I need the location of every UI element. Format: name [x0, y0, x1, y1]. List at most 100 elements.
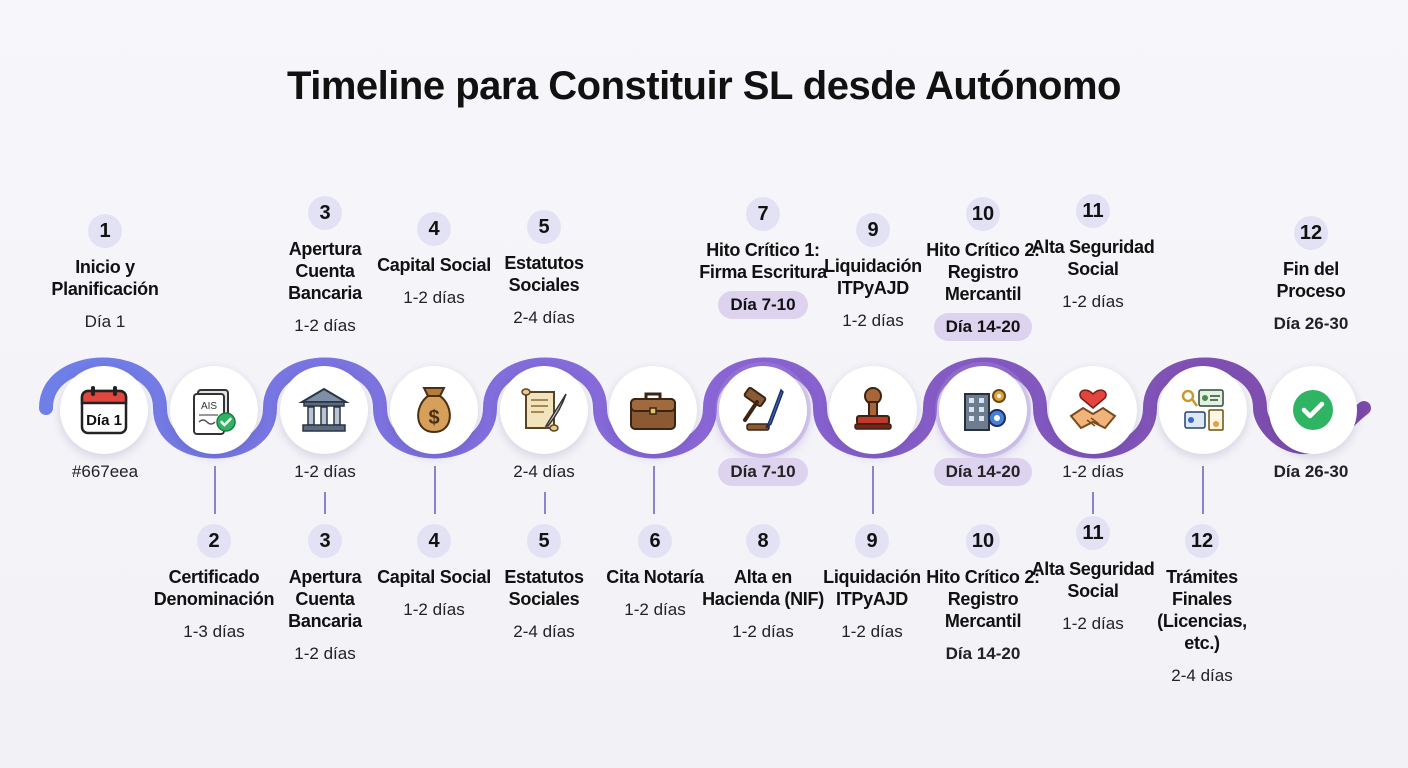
step-number: 12	[1294, 216, 1328, 250]
milestone-badge: Día 7-10	[718, 458, 808, 486]
step-number: 6	[638, 524, 672, 558]
step-duration: 1-2 días	[294, 644, 356, 663]
step-label: Liquidación ITPyAJD	[823, 567, 921, 609]
step-number: 5	[527, 524, 561, 558]
money-bag-icon: $	[390, 366, 478, 454]
step-number: 11	[1076, 516, 1110, 550]
building-gear-icon	[939, 366, 1027, 454]
certificate-icon: AIS	[170, 366, 258, 454]
step-label: Alta Seguridad Social	[1031, 237, 1155, 279]
top-step-12: 12 Fin del Proceso Día 26-30	[1249, 216, 1373, 334]
connector-stem	[214, 466, 216, 514]
step-label: Fin del Proceso	[1276, 259, 1346, 301]
mid-label: Día 26-30	[1273, 462, 1349, 481]
mid-label: #667eea	[71, 462, 139, 481]
stamp-icon	[829, 366, 917, 454]
scroll-quill-icon	[500, 366, 588, 454]
step-number: 10	[966, 524, 1000, 558]
step-duration: 1-2 días	[403, 288, 465, 307]
bottom-step-4: 4 Capital Social 1-2 días	[372, 524, 496, 620]
mid-label: Día 7-10	[701, 458, 825, 486]
milestone-badge: Día 7-10	[718, 291, 808, 319]
bottom-step-5: 5 Estatutos Sociales 2-4 días	[482, 524, 606, 642]
connector-stem	[1202, 466, 1204, 514]
step-label: Liquidación ITPyAJD	[824, 256, 922, 298]
step-number: 3	[308, 524, 342, 558]
svg-text:$: $	[428, 407, 439, 429]
step-duration: Día 1	[84, 312, 126, 331]
step-label: Certificado Denominación	[153, 567, 275, 609]
step-number: 3	[308, 196, 342, 230]
top-step-3: 3 Apertura Cuenta Bancaria 1-2 días	[263, 196, 387, 336]
bottom-step-12: 12 Trámites Finales (Licencias, etc.) 2-…	[1140, 524, 1264, 686]
step-label: Inicio y Planificación	[51, 257, 159, 299]
page-title: Timeline para Constituir SL desde Autóno…	[287, 64, 1121, 108]
step-label: Hito Crítico 2: Registro Mercantil	[926, 240, 1040, 304]
step-label: Hito Crítico 1: Firma Escritura	[699, 240, 827, 282]
step-duration: 1-2 días	[294, 316, 356, 335]
calendar-icon-label: Día 1	[86, 412, 122, 429]
step-label: Trámites Finales (Licencias, etc.)	[1157, 567, 1247, 653]
step-label: Estatutos Sociales	[504, 253, 584, 295]
calendar-icon: Día 1	[60, 366, 148, 454]
step-label: Alta Seguridad Social	[1031, 559, 1155, 601]
step-label: Apertura Cuenta Bancaria	[288, 567, 362, 631]
step-label: Cita Notaría	[606, 567, 704, 587]
top-step-7: 7 Hito Crítico 1: Firma Escritura Día 7-…	[688, 197, 838, 319]
mid-label: 2-4 días	[513, 462, 575, 481]
step-duration: 1-2 días	[1062, 614, 1124, 633]
step-label: Capital Social	[377, 255, 491, 275]
briefcase-icon	[609, 366, 697, 454]
top-step-11: 11 Alta Seguridad Social 1-2 días	[1031, 194, 1155, 312]
checkmark-icon	[1269, 366, 1357, 454]
connector-stem	[653, 466, 655, 514]
mid-label: 1-2 días	[1062, 462, 1124, 481]
keys-documents-icon	[1159, 366, 1247, 454]
bottom-step-11: 11 Alta Seguridad Social 1-2 días	[1031, 516, 1155, 634]
top-step-4: 4 Capital Social 1-2 días	[372, 212, 496, 308]
step-duration: 2-4 días	[513, 308, 575, 327]
step-duration: Día 26-30	[1273, 314, 1349, 333]
step-label: Hito Crítico 2: Registro Mercantil	[926, 567, 1040, 631]
step-number: 8	[746, 524, 780, 558]
step-label: Capital Social	[377, 567, 491, 587]
bottom-step-6: 6 Cita Notaría 1-2 días	[590, 524, 720, 620]
step-duration: 1-3 días	[183, 622, 245, 641]
connector-stem	[324, 492, 326, 514]
step-number: 10	[966, 197, 1000, 231]
step-duration: Día 14-20	[945, 644, 1021, 663]
step-number: 9	[855, 524, 889, 558]
mid-label: 1-2 días	[294, 462, 356, 481]
step-number: 4	[417, 524, 451, 558]
step-number: 1	[88, 214, 122, 248]
step-duration: 2-4 días	[1171, 666, 1233, 685]
bottom-step-9: 9 Liquidación ITPyAJD 1-2 días	[810, 524, 934, 642]
top-step-10: 10 Hito Crítico 2: Registro Mercantil Dí…	[913, 197, 1053, 341]
step-number: 2	[197, 524, 231, 558]
step-duration: 2-4 días	[513, 622, 575, 641]
step-duration: 1-2 días	[403, 600, 465, 619]
bottom-step-10: 10 Hito Crítico 2: Registro Mercantil Dí…	[921, 524, 1045, 664]
step-number: 9	[856, 213, 890, 247]
bottom-step-8: 8 Alta en Hacienda (NIF) 1-2 días	[701, 524, 825, 642]
step-duration: 1-2 días	[1062, 292, 1124, 311]
milestone-badge: Día 14-20	[933, 313, 1033, 341]
bottom-step-3: 3 Apertura Cuenta Bancaria 1-2 días	[263, 524, 387, 664]
step-duration: 1-2 días	[841, 622, 903, 641]
top-step-5: 5 Estatutos Sociales 2-4 días	[482, 210, 606, 328]
step-number: 4	[417, 212, 451, 246]
step-duration: 1-2 días	[732, 622, 794, 641]
gavel-pen-icon	[719, 366, 807, 454]
top-step-1: 1 Inicio y Planificación Día 1	[43, 214, 167, 332]
step-number: 5	[527, 210, 561, 244]
connector-stem	[1092, 492, 1094, 514]
milestone-badge: Día 14-20	[933, 458, 1033, 486]
connector-stem	[872, 466, 874, 514]
step-label: Apertura Cuenta Bancaria	[288, 239, 362, 303]
bottom-step-2: 2 Certificado Denominación 1-3 días	[144, 524, 284, 642]
bank-icon	[280, 366, 368, 454]
certificate-icon-label: AIS	[201, 401, 217, 412]
handshake-heart-icon	[1049, 366, 1137, 454]
step-number: 12	[1185, 524, 1219, 558]
